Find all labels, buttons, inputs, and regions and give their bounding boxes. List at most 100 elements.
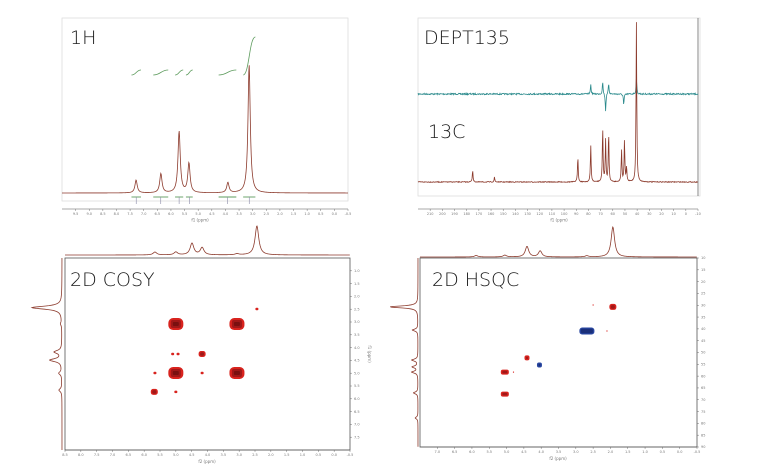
cross-peak — [255, 307, 259, 311]
y-axis-cosy-tick-label: 6.0 — [354, 397, 360, 401]
x-axis-13c-tick-label: 120 — [536, 212, 543, 216]
x-axis-13c-tick-label: 180 — [463, 212, 470, 216]
panel-title-cosy: 2D COSY — [70, 269, 155, 291]
x-axis-13c-tick-label: 110 — [549, 212, 556, 216]
x-axis-13c-tick-label: 30 — [647, 212, 651, 216]
y-axis-hsqc-tick-label: 90 — [701, 445, 705, 449]
x-axis-1h-tick-label: 2.0 — [277, 212, 283, 216]
y-axis-hsqc-tick-label: 20 — [701, 280, 705, 284]
x-axis-title-1h: f1 (ppm) — [191, 218, 209, 223]
x-axis-cosy-tick-label: 4.5 — [189, 453, 195, 457]
y-axis-cosy-tick-label: 3.0 — [354, 320, 360, 324]
x-axis-1h-tick-label: 3.0 — [250, 212, 256, 216]
x-axis-hsqc-tick-label: 6.0 — [469, 450, 475, 454]
x-axis-cosy-tick-label: 8.5 — [62, 453, 68, 457]
x-axis-1h-tick-label: 9.5 — [73, 212, 79, 216]
x-axis-13c-tick-label: 40 — [635, 212, 639, 216]
x-axis-cosy-tick-label: 1.0 — [300, 453, 306, 457]
x-axis-1h-tick-label: 7.5 — [127, 212, 133, 216]
x-axis-cosy-tick-label: 0.5 — [316, 453, 322, 457]
y-axis-hsqc-tick-label: 85 — [701, 433, 705, 437]
f2-projection-hsqc — [420, 225, 697, 258]
x-axis-13c-tick-label: 150 — [500, 212, 507, 216]
cross-peak-core — [502, 370, 508, 374]
panel-hsqc: 2D HSQC 7.0 6.5 6.0 5.5 5.0 4.5 4.0 3.5 3.0 2.5 2.… — [390, 225, 705, 461]
y-axis-cosy-tick-label: 5.0 — [354, 371, 360, 375]
x-axis-13c-tick-label: 50 — [623, 212, 627, 216]
panel-13c-dept: DEPT135 13C 210 200 190 180 170 160 150 140 130 1… — [417, 17, 701, 223]
x-axis-13c-tick-label: 130 — [524, 212, 531, 216]
x-axis-cosy-tick-label: 1.5 — [284, 453, 290, 457]
x-axis-13c-tick-label: 140 — [512, 212, 519, 216]
x-axis-13c-tick-label: 100 — [561, 212, 568, 216]
x-axis-hsqc-tick-label: 3.0 — [573, 450, 579, 454]
x-axis-cosy-tick-label: 2.5 — [252, 453, 258, 457]
y-axis-hsqc-tick-label: 40 — [701, 327, 705, 331]
x-axis-13c-tick-label: 10 — [671, 212, 675, 216]
panel-title-hsqc: 2D HSQC — [432, 269, 519, 291]
cross-peak-core — [538, 363, 541, 367]
y-axis-hsqc-tick-label: 25 — [701, 292, 705, 296]
x-axis-hsqc-tick-label: 2.5 — [590, 450, 596, 454]
x-axis-1h-tick-label: 8.5 — [100, 212, 106, 216]
x-axis-hsqc-tick-label: 1.0 — [642, 450, 648, 454]
x-axis-cosy-tick-label: 6.5 — [126, 453, 132, 457]
integral-curve — [174, 69, 184, 76]
y-axis-cosy-tick-label: 4.5 — [354, 359, 360, 363]
cross-peak-core — [502, 392, 508, 396]
cross-peak-core — [610, 305, 615, 309]
cross-peak — [592, 304, 594, 306]
y-axis-hsqc-tick-label: 80 — [701, 422, 705, 426]
x-axis-1h-tick-label: -0.5 — [345, 212, 352, 216]
y-axis-title-cosy: f1 (ppm) — [367, 345, 372, 363]
y-axis-hsqc-tick-label: 60 — [701, 374, 705, 378]
x-axis-13c-tick-label: -10 — [695, 212, 701, 216]
y-axis-hsqc-tick-label: 75 — [701, 410, 705, 414]
x-axis-cosy-tick-label: 7.0 — [110, 453, 116, 457]
y-axis-cosy-tick-label: 2.5 — [354, 307, 360, 311]
y-axis-cosy-tick-label: 1.0 — [354, 269, 360, 273]
panel-title-dept135: DEPT135 — [424, 27, 510, 49]
x-axis-cosy-tick-label: 2.0 — [268, 453, 274, 457]
x-axis-1h-tick-label: 4.5 — [209, 212, 215, 216]
y-axis-cosy-tick-label: 7.5 — [354, 435, 360, 439]
y-axis-cosy-tick-label: 2.0 — [354, 295, 360, 299]
panel-title-1h: 1H — [70, 27, 96, 49]
y-axis-cosy-tick-label: 7.0 — [354, 423, 360, 427]
cross-peak — [174, 390, 178, 394]
x-axis-1h-tick-label: 6.0 — [168, 212, 174, 216]
spectrum-1h: 9.5 9.0 8.5 8.0 7.5 7.0 6.5 6.0 5.5 5.0 4.5 4.0 3.5 3… — [62, 36, 352, 216]
x-axis-hsqc-tick-label: 4.0 — [538, 450, 544, 454]
x-axis-13c-tick-label: 190 — [451, 212, 458, 216]
cross-peak-core — [172, 370, 179, 375]
cross-peak-core — [152, 390, 157, 394]
spectrum-line-13c — [417, 22, 699, 184]
integral-curve — [131, 69, 142, 76]
x-axis-hsqc-tick-label: 2.0 — [608, 450, 614, 454]
plot-frame-13c — [417, 17, 701, 197]
y-axis-hsqc-tick-label: 30 — [701, 303, 705, 307]
cross-peak — [200, 371, 204, 375]
cross-peak — [171, 352, 175, 356]
x-axis-cosy-tick-label: 7.5 — [94, 453, 100, 457]
x-axis-hsqc-tick-label: 4.5 — [521, 450, 527, 454]
integral-curve — [242, 36, 256, 76]
x-axis-hsqc-tick-label: 3.5 — [556, 450, 562, 454]
f2-projection-cosy — [65, 225, 350, 256]
x-axis-cosy-tick-label: 8.0 — [78, 453, 84, 457]
x-axis-1h-tick-label: 9.0 — [86, 212, 92, 216]
panel-1h: 1H 9.5 9.0 8.5 8.0 7.5 7.0 6.5 6.0 5.5 5.0 4.5 4.0 3… — [61, 17, 352, 223]
x-axis-hsqc-tick-label: 7.0 — [435, 450, 441, 454]
x-axis-13c-tick-label: 160 — [488, 212, 495, 216]
x-axis-13c-tick-label: 0 — [685, 212, 687, 216]
x-axis-1h-tick-label: 4.0 — [223, 212, 229, 216]
x-axis-hsqc-tick-label: 5.5 — [486, 450, 492, 454]
x-axis-13c-tick-label: 70 — [598, 212, 602, 216]
x-axis-1h-tick-label: 1.5 — [291, 212, 297, 216]
x-axis-title-cosy: f2 (ppm) — [198, 459, 216, 464]
cross-peak — [606, 330, 608, 332]
f1-projection-hsqc — [390, 258, 419, 447]
integral-curve — [185, 69, 193, 76]
y-axis-cosy-tick-label: 3.5 — [354, 333, 360, 337]
x-axis-13c-tick-label: 80 — [586, 212, 590, 216]
